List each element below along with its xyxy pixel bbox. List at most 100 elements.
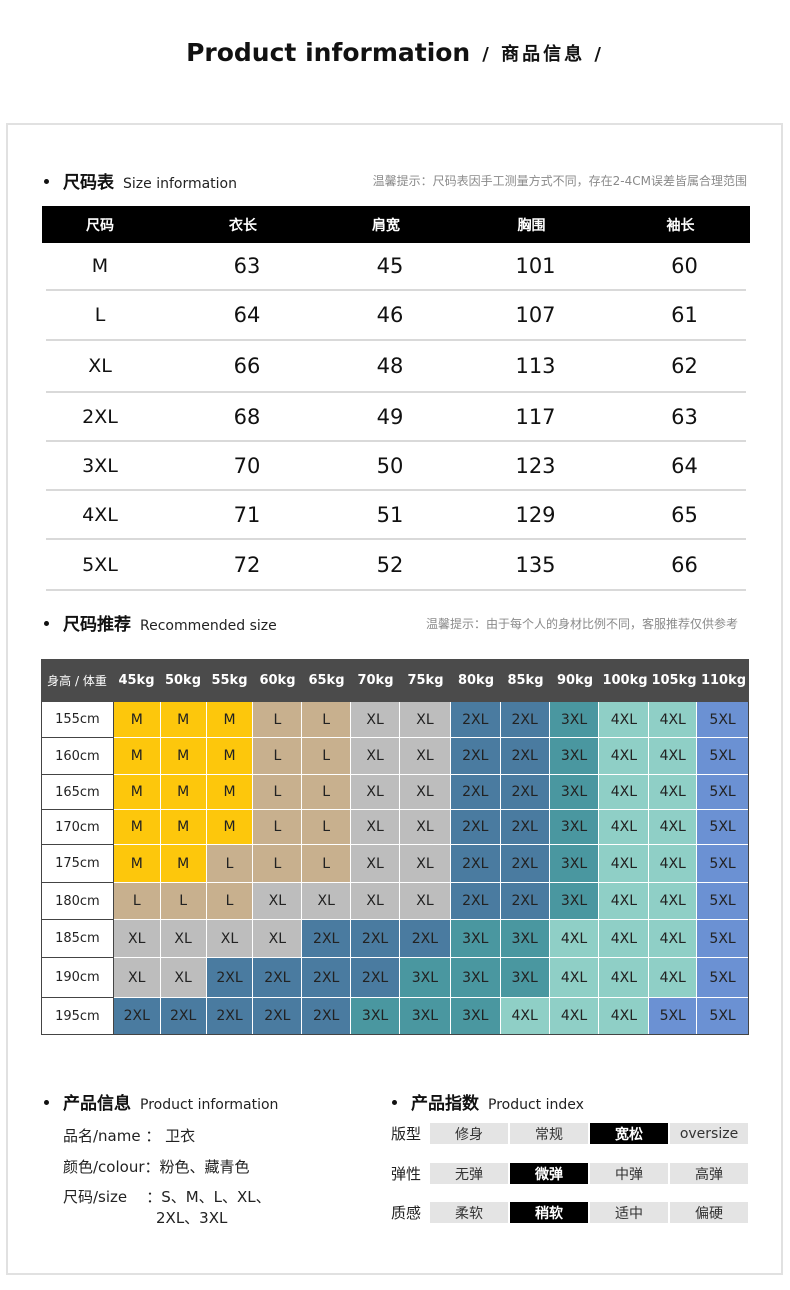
table-row: XL 66 48 113 62: [46, 341, 746, 393]
size-recommend-cell: L: [253, 738, 303, 775]
size-column-header: 胸围: [517, 217, 546, 234]
size-recommend-cell: M: [206, 702, 254, 738]
size-recommend-cell: XL: [351, 775, 400, 810]
size-recommend-cell: M: [113, 810, 161, 845]
size-value-cell: 129: [515, 502, 556, 527]
size-recommend-cell: M: [113, 775, 161, 810]
size-recommend-cell: 2XL: [500, 738, 550, 775]
height-row-header: 170cm: [42, 810, 114, 845]
size-recommend-cell: 2XL: [450, 845, 501, 883]
index-option: 中弹: [590, 1163, 668, 1184]
size-recommend-cell: M: [206, 738, 254, 775]
index-option: 柔软: [430, 1202, 508, 1223]
size-recommend-cell: M: [160, 845, 207, 883]
size-recommend-cell: XL: [351, 883, 400, 920]
size-column-header: 衣长: [229, 217, 257, 234]
index-option: 适中: [590, 1202, 668, 1223]
index-row: 版型 修身 常规 宽松 oversize: [391, 1123, 750, 1144]
size-recommend-cell: XL: [253, 920, 303, 958]
recommend-grid-body: 155cm M M M L L XL XL 2XL 2XL 3XL 4XL 4XL 5XL 160cm M M M…: [41, 702, 749, 1035]
size-label-cell: L: [94, 304, 106, 326]
table-row: 155cm M M M L L XL XL 2XL 2XL 3XL 4XL 4XL 5XL: [42, 702, 749, 738]
size-recommend-cell: 2XL: [113, 998, 161, 1034]
weight-column-header: 70kg: [357, 673, 394, 688]
size-recommend-cell: M: [160, 775, 207, 810]
size-recommend-cell: 5XL: [697, 702, 749, 738]
size-recommend-cell: M: [113, 845, 161, 883]
header-title-cn: / 商品信息 /: [482, 43, 604, 65]
table-row: M 63 45 101 60: [46, 243, 746, 291]
size-recommend-cell: 2XL: [206, 998, 254, 1034]
size-recommend-cell: L: [302, 775, 352, 810]
size-recommend-cell: M: [113, 702, 161, 738]
size-recommend-cell: 4XL: [649, 702, 698, 738]
size-recommend-cell: 5XL: [697, 998, 749, 1034]
grid-corner-header: 身高 / 体重: [47, 674, 107, 688]
weight-column-header: 80kg: [457, 673, 495, 688]
header-title-en: Product information: [186, 38, 471, 67]
size-value-cell: 101: [515, 254, 556, 278]
index-label: 质感: [391, 1204, 422, 1222]
index-row: 质感 柔软 稍软 适中 偏硬: [391, 1202, 750, 1223]
height-row-header: 160cm: [42, 738, 114, 775]
table-row: 170cm M M M L L XL XL 2XL 2XL 3XL 4XL 4XL 5XL: [42, 810, 749, 845]
weight-column-header: 50kg: [164, 673, 202, 688]
size-recommend-cell: 2XL: [500, 775, 550, 810]
size-recommend-cell: 3XL: [549, 775, 600, 810]
page-header: Product information / 商品信息 /: [0, 38, 790, 67]
size-recommend-cell: XL: [351, 810, 400, 845]
size-column-header: 尺码: [86, 217, 114, 234]
size-value-cell: 51: [376, 502, 404, 527]
size-recommend-cell: 3XL: [549, 883, 600, 920]
size-recommend-cell: 2XL: [351, 920, 400, 958]
table-row: 190cm XL XL 2XL 2XL 2XL 2XL 3XL 3XL 3XL 4XL 4XL 4XL 5…: [42, 958, 749, 998]
size-recommend-cell: 4XL: [599, 998, 650, 1034]
product-size-line: 尺码/size ：S、M、L、XL、: [63, 1188, 271, 1206]
size-recommend-cell: 5XL: [649, 998, 698, 1034]
size-recommend-cell: XL: [160, 958, 207, 998]
size-recommend-cell: XL: [400, 738, 451, 775]
weight-column-header: 60kg: [259, 673, 296, 688]
product-info-title-en: Product information: [140, 1097, 279, 1113]
size-recommend-cell: 2XL: [351, 958, 400, 998]
size-recommend-cell: 2XL: [253, 958, 303, 998]
size-table-header: 尺码 衣长 肩宽 胸围 袖长: [42, 206, 750, 243]
size-value-cell: 117: [515, 404, 556, 429]
size-recommend-cell: 4XL: [599, 738, 650, 775]
size-recommend-cell: 3XL: [400, 998, 451, 1034]
product-index-title: 产品指数 Product index: [392, 1089, 584, 1114]
size-recommend-cell: 2XL: [253, 998, 303, 1034]
table-row: 3XL 70 50 123 64: [46, 442, 746, 491]
size-recommend-cell: 3XL: [549, 810, 600, 845]
size-recommend-cell: 3XL: [549, 738, 600, 775]
size-table: 尺码 衣长 肩宽 胸围 袖长 M 63 45 101 60 L 64 46 107 61 XL 66 48 113…: [42, 206, 750, 591]
weight-column-header: 85kg: [507, 673, 544, 688]
size-recommend-cell: XL: [351, 702, 400, 738]
index-option-selected: 宽松: [590, 1123, 668, 1144]
product-index-title-cn: 产品指数: [411, 1094, 479, 1114]
bullet-icon: [44, 179, 49, 184]
product-info-title-cn: 产品信息: [63, 1094, 131, 1114]
size-label-cell: 5XL: [82, 553, 118, 576]
size-recommend-cell: 4XL: [649, 958, 698, 998]
size-value-cell: 123: [515, 453, 556, 478]
size-recommend-cell: L: [302, 810, 352, 845]
size-value-cell: 107: [515, 303, 556, 327]
size-recommend-cell: 4XL: [549, 998, 600, 1034]
size-recommend-cell: 3XL: [549, 845, 600, 883]
index-row: 弹性 无弹 微弹 中弹 高弹: [391, 1163, 750, 1184]
index-option-selected: 微弹: [510, 1163, 588, 1184]
size-value-cell: 72: [233, 552, 261, 577]
product-size-line-2: 2XL、3XL: [156, 1209, 228, 1227]
size-value-cell: 63: [671, 404, 698, 429]
size-recommend-cell: 4XL: [599, 958, 650, 998]
size-recommend-cell: XL: [400, 702, 451, 738]
weight-column-header: 45kg: [118, 673, 155, 688]
size-recommend-cell: 4XL: [549, 958, 600, 998]
height-row-header: 175cm: [42, 845, 114, 883]
size-recommend-cell: M: [160, 810, 207, 845]
size-label-cell: M: [91, 255, 109, 277]
weight-column-header: 90kg: [556, 673, 594, 688]
size-recommend-cell: 4XL: [649, 845, 698, 883]
table-row: 195cm 2XL 2XL 2XL 2XL 2XL 3XL 3XL 3XL 4XL 4XL 4XL 5X…: [42, 998, 749, 1034]
